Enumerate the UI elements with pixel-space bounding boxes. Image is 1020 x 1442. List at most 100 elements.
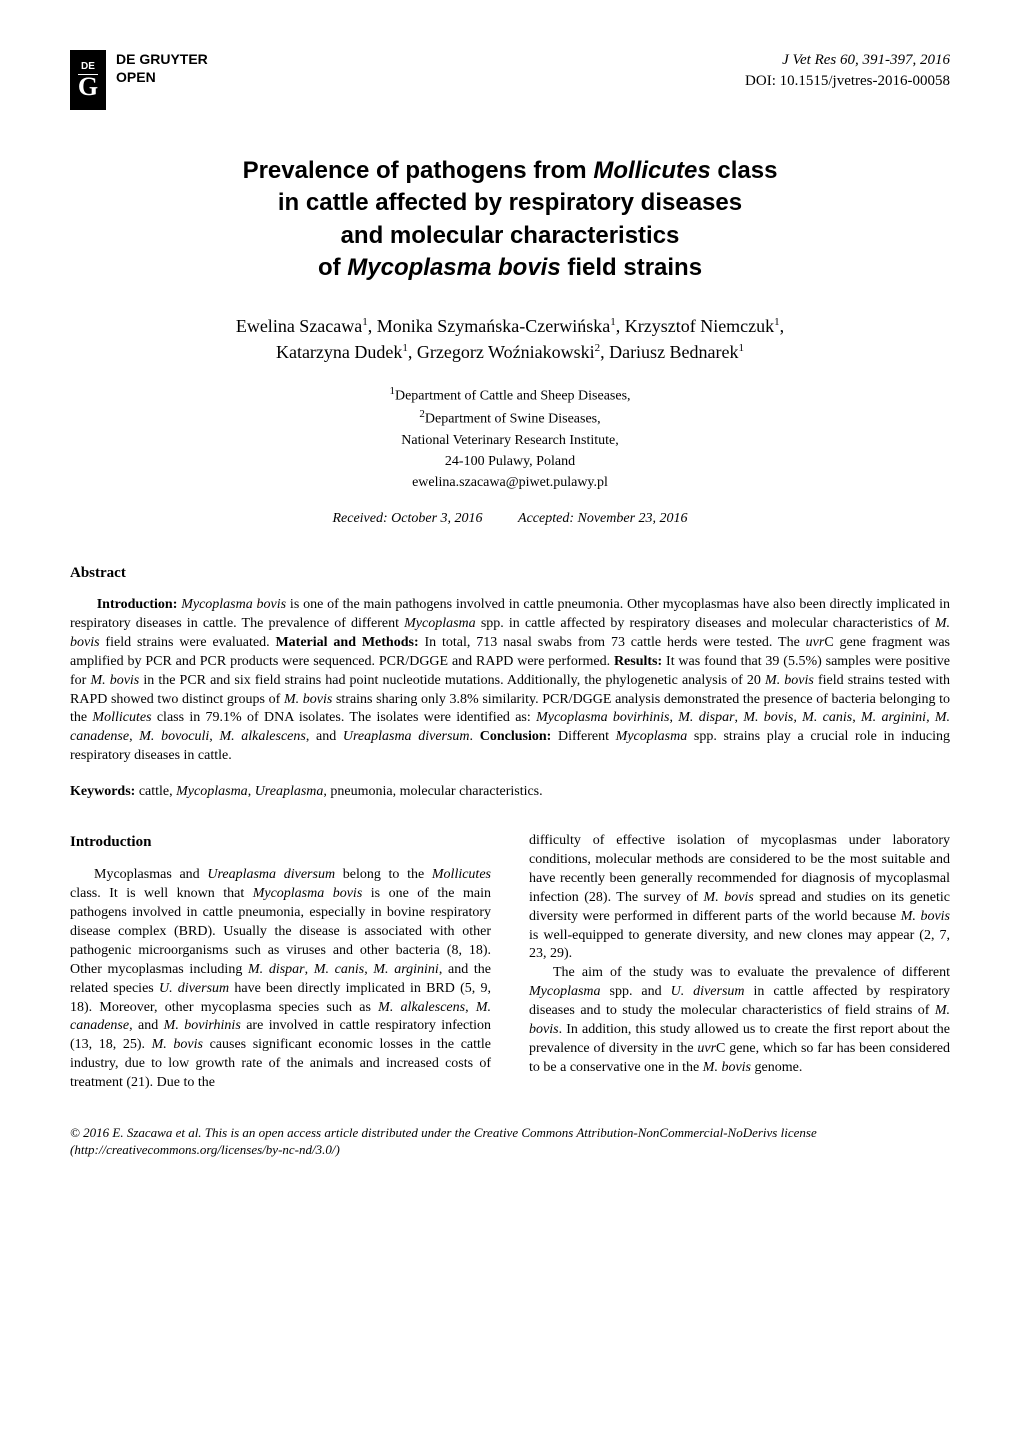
title-l1-post: class bbox=[711, 157, 778, 184]
author-4-sup: 1 bbox=[402, 342, 408, 354]
abs-it: M. dispar bbox=[678, 710, 734, 725]
p-it: M. bovis bbox=[152, 1037, 203, 1052]
p-it: M. dispar bbox=[248, 962, 305, 977]
author-1-sup: 1 bbox=[362, 316, 368, 328]
p-it: M. bovis bbox=[901, 909, 950, 924]
paper-title: Prevalence of pathogens from Mollicutes … bbox=[70, 155, 950, 285]
journal-citation: J Vet Res 60, 391-397, 2016 bbox=[745, 50, 950, 71]
journal-doi: DOI: 10.1515/jvetres-2016-00058 bbox=[745, 71, 950, 92]
abs-t: class in 79.1% of DNA isolates. The isol… bbox=[152, 710, 537, 725]
p-t: genome. bbox=[751, 1060, 802, 1075]
p-it: M. arginini bbox=[373, 962, 438, 977]
author-5-sup: 2 bbox=[595, 342, 601, 354]
abs-t: , bbox=[669, 710, 678, 725]
journal-info: J Vet Res 60, 391-397, 2016 DOI: 10.1515… bbox=[745, 50, 950, 92]
publisher-name-line1: DE GRUYTER bbox=[116, 50, 208, 68]
left-column: Introduction Mycoplasmas and Ureaplasma … bbox=[70, 832, 491, 1093]
publisher-name-line2: OPEN bbox=[116, 68, 208, 86]
p-t: is well-equipped to generate diversity, … bbox=[529, 928, 950, 962]
p-it: U. diversum bbox=[159, 981, 229, 996]
dates-block: Received: October 3, 2016 Accepted: Nove… bbox=[70, 511, 950, 527]
title-l4-post: field strains bbox=[561, 254, 702, 281]
p-t: Mycoplasmas and bbox=[94, 867, 207, 882]
aff4: 24-100 Pulawy, Poland bbox=[445, 454, 575, 469]
abs-it: Mycoplasma bbox=[616, 729, 688, 744]
abs-it: M. bovis bbox=[90, 673, 139, 688]
abs-it: M. bovis bbox=[284, 692, 332, 707]
p-t: belong to the bbox=[335, 867, 432, 882]
aff3: National Veterinary Research Institute, bbox=[401, 433, 618, 448]
abs-it: M. bovis, M. canis bbox=[743, 710, 852, 725]
abs-it: Mollicutes bbox=[92, 710, 151, 725]
title-l3: and molecular characteristics bbox=[341, 222, 680, 249]
publisher-name: DE GRUYTER OPEN bbox=[116, 50, 208, 86]
p-t: , bbox=[305, 962, 314, 977]
header-row: DE G DE GRUYTER OPEN J Vet Res 60, 391-3… bbox=[70, 50, 950, 110]
abstract-res-label: Results: bbox=[614, 654, 662, 669]
author-2-sup: 1 bbox=[610, 316, 616, 328]
p-t: , bbox=[364, 962, 373, 977]
p-it: Mollicutes bbox=[432, 867, 491, 882]
abstract-intro-label: Introduction: bbox=[97, 597, 178, 612]
abs-it: Mycoplasma bbox=[404, 616, 476, 631]
p-it: U. diversum bbox=[671, 984, 745, 999]
kw-t: cattle, bbox=[135, 784, 176, 799]
p-t: spp. and bbox=[601, 984, 671, 999]
author-6: Dariusz Bednarek bbox=[609, 342, 738, 362]
kw-it: Ureaplasma bbox=[255, 784, 324, 799]
author-6-sup: 1 bbox=[739, 342, 745, 354]
intro-p1: Mycoplasmas and Ureaplasma diversum belo… bbox=[70, 866, 491, 1093]
kw-t: , bbox=[248, 784, 255, 799]
abs-it: Ureaplasma diversum bbox=[343, 729, 470, 744]
kw-t: , pneumonia, molecular characteristics. bbox=[323, 784, 542, 799]
abs-t: in the PCR and six field strains had poi… bbox=[139, 673, 765, 688]
intro-p3: The aim of the study was to evaluate the… bbox=[529, 964, 950, 1077]
accepted-date: Accepted: November 23, 2016 bbox=[518, 511, 688, 526]
license-footer: © 2016 E. Szacawa et al. This is an open… bbox=[70, 1125, 950, 1159]
abs-it: Mycoplasma bovirhinis bbox=[536, 710, 669, 725]
author-3-sup: 1 bbox=[774, 316, 780, 328]
title-l4-pre: of bbox=[318, 254, 347, 281]
abs-t: . bbox=[470, 729, 480, 744]
abs-t: spp. in cattle affected by respiratory d… bbox=[476, 616, 935, 631]
publisher-logo-icon: DE G bbox=[70, 50, 106, 110]
author-4: Katarzyna Dudek bbox=[276, 342, 402, 362]
intro-p2: difficulty of effective isolation of myc… bbox=[529, 832, 950, 964]
p-it: M. canis bbox=[314, 962, 364, 977]
abs-t: field strains were evaluated. bbox=[100, 635, 276, 650]
kw-it: Mycoplasma bbox=[176, 784, 248, 799]
two-column-body: Introduction Mycoplasmas and Ureaplasma … bbox=[70, 832, 950, 1093]
logo-de-text: DE bbox=[81, 62, 95, 72]
p-it: M. bovirhinis bbox=[164, 1018, 241, 1033]
abstract-con-label: Conclusion: bbox=[480, 729, 552, 744]
title-l4-it: Mycoplasma bovis bbox=[347, 254, 560, 281]
abs-t: , bbox=[852, 710, 861, 725]
introduction-heading: Introduction bbox=[70, 832, 491, 852]
abstract-mm-label: Material and Methods: bbox=[275, 635, 418, 650]
corresponding-email: ewelina.szacawa@piwet.pulawy.pl bbox=[412, 475, 608, 490]
p-t: class. It is well known that bbox=[70, 886, 253, 901]
author-2: Monika Szymańska-Czerwińska bbox=[377, 316, 610, 336]
abs-t: , bbox=[129, 729, 139, 744]
received-date: Received: October 3, 2016 bbox=[332, 511, 482, 526]
aff2: Department of Swine Diseases, bbox=[425, 412, 601, 427]
p-t: , bbox=[465, 1000, 476, 1015]
title-l1-it: Mollicutes bbox=[593, 157, 710, 184]
p-it: Mycoplasma bbox=[529, 984, 601, 999]
keywords-label: Keywords: bbox=[70, 784, 135, 799]
abs-it: M. bovoculi bbox=[139, 729, 209, 744]
author-3: Krzysztof Niemczuk bbox=[625, 316, 774, 336]
p-t: The aim of the study was to evaluate the… bbox=[553, 965, 950, 980]
p-t: , and bbox=[129, 1018, 164, 1033]
paper-title-block: Prevalence of pathogens from Mollicutes … bbox=[70, 155, 950, 285]
p-it: uvr bbox=[697, 1041, 716, 1056]
title-l2: in cattle affected by respiratory diseas… bbox=[278, 189, 742, 216]
keywords-line: Keywords: cattle, Mycoplasma, Ureaplasma… bbox=[70, 784, 950, 800]
logo-g-text: G bbox=[78, 74, 98, 98]
p-it: Mycoplasma bovis bbox=[253, 886, 363, 901]
abs-t: , and bbox=[306, 729, 343, 744]
author-1: Ewelina Szacawa bbox=[236, 316, 362, 336]
right-column: difficulty of effective isolation of myc… bbox=[529, 832, 950, 1093]
title-l1-pre: Prevalence of pathogens from bbox=[243, 157, 594, 184]
abstract-heading: Abstract bbox=[70, 565, 950, 582]
